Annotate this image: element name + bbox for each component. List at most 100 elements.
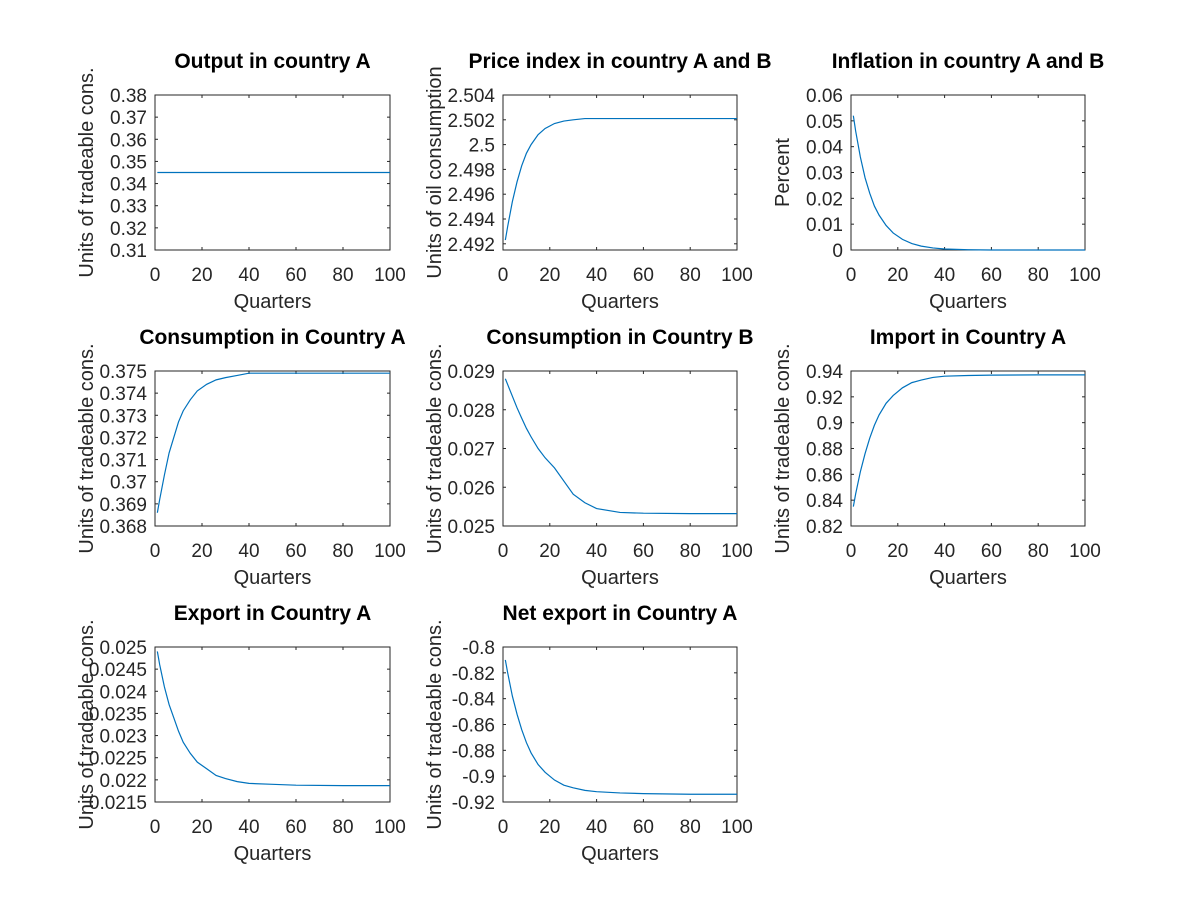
x-tick-label: 0 <box>150 541 161 562</box>
axes-box <box>502 94 738 251</box>
axes-box <box>502 646 738 803</box>
x-tick-label: 80 <box>680 817 701 838</box>
y-tick-label: 0.0245 <box>89 660 147 681</box>
y-tick-label: 0.023 <box>99 727 147 748</box>
y-axis-label: Units of tradeable cons. <box>424 343 446 553</box>
chart-panel-6: Import in Country A 0 20 40 60 80 100 0.82 0.84 0… <box>772 326 1101 589</box>
x-tick-label: 40 <box>586 817 607 838</box>
y-tick-label: -0.9 <box>462 767 495 788</box>
x-axis-label: Quarters <box>234 291 312 313</box>
x-axis-label: Quarters <box>234 843 312 865</box>
y-tick-label: 0.371 <box>99 451 147 472</box>
x-tick-label: 20 <box>539 265 560 286</box>
y-tick-label: 0.31 <box>110 241 147 262</box>
axes-box <box>154 370 391 527</box>
y-tick-label: 0.027 <box>447 440 495 461</box>
x-tick-label: 0 <box>846 265 857 286</box>
y-tick-label: 2.496 <box>447 185 495 206</box>
y-tick-label: 0.0225 <box>89 749 147 770</box>
x-tick-label: 40 <box>934 265 955 286</box>
x-tick-label: 100 <box>374 817 406 838</box>
y-tick-label: -0.88 <box>452 741 495 762</box>
y-tick-label: 0.86 <box>806 465 843 486</box>
panel-title: Output in country A <box>174 50 370 73</box>
y-tick-label: 0.374 <box>99 384 147 405</box>
axes-box <box>850 370 1086 527</box>
y-tick-label: 0.84 <box>806 491 843 512</box>
y-tick-label: -0.92 <box>452 793 495 814</box>
y-tick-label: 0.372 <box>99 428 147 449</box>
y-tick-label: 0.02 <box>806 189 843 210</box>
series-line-1 <box>852 115 1085 251</box>
y-tick-label: 0.9 <box>817 414 843 435</box>
x-tick-label: 20 <box>539 817 560 838</box>
x-tick-label: 20 <box>887 541 908 562</box>
x-tick-label: 100 <box>721 541 753 562</box>
series-line-1 <box>504 378 737 515</box>
x-axis-label: Quarters <box>581 567 659 589</box>
panel-title: Import in Country A <box>870 326 1066 349</box>
x-tick-label: 60 <box>633 541 654 562</box>
chart-panel-7: Export in Country A0 20 40 60 80 1000.02150.0… <box>76 602 406 865</box>
series-line-1 <box>852 374 1085 507</box>
y-tick-label: 0.022 <box>99 771 147 792</box>
x-tick-label: 100 <box>1069 541 1101 562</box>
x-tick-label: 100 <box>721 265 753 286</box>
y-tick-label: 0.373 <box>99 406 147 427</box>
y-tick-label: 0.34 <box>110 175 147 196</box>
y-tick-label: 0.37 <box>110 108 147 129</box>
x-tick-label: 0 <box>150 265 161 286</box>
x-tick-label: 40 <box>238 265 259 286</box>
panel-title: Consumption in Country A <box>139 326 405 349</box>
x-tick-label: 80 <box>1028 541 1049 562</box>
y-tick-label: -0.84 <box>452 690 496 711</box>
y-tick-label: -0.82 <box>452 664 495 685</box>
x-tick-label: 0 <box>498 265 509 286</box>
y-axis-label: Percent <box>772 138 794 207</box>
y-tick-label: 0.028 <box>447 401 495 422</box>
y-tick-label: 0.38 <box>110 86 147 107</box>
y-tick-label: 0.025 <box>99 638 147 659</box>
y-axis-label: Units of tradeable cons. <box>772 343 794 553</box>
x-tick-label: 60 <box>285 541 306 562</box>
panel-title: Export in Country A <box>174 602 372 625</box>
x-tick-label: 80 <box>1028 265 1049 286</box>
x-axis-label: Quarters <box>234 567 312 589</box>
y-tick-label: 0.024 <box>99 682 147 703</box>
series-line-1 <box>156 651 390 787</box>
y-tick-label: 0.32 <box>110 219 147 240</box>
x-tick-label: 60 <box>285 817 306 838</box>
x-tick-label: 20 <box>191 265 212 286</box>
x-tick-label: 80 <box>332 265 353 286</box>
y-tick-label: 2.5 <box>469 136 495 157</box>
y-axis-label: Units of tradeable cons. <box>76 67 98 277</box>
x-tick-label: 60 <box>633 817 654 838</box>
x-tick-label: 40 <box>934 541 955 562</box>
y-tick-label: 0.05 <box>806 112 843 133</box>
y-tick-label: 2.504 <box>447 86 495 107</box>
chart-panel-8: Net export in Country A 0 20 40 60 80 100 -0.92… <box>424 602 753 865</box>
y-tick-label: 0.0215 <box>89 793 147 814</box>
x-tick-label: 0 <box>846 541 857 562</box>
axes-box <box>154 646 391 803</box>
x-tick-label: 80 <box>680 541 701 562</box>
y-tick-label: 0.33 <box>110 197 147 218</box>
y-axis-label: Units of tradeable cons. <box>76 619 98 829</box>
x-axis-label: Quarters <box>929 567 1007 589</box>
y-tick-label: -0.86 <box>452 716 495 737</box>
x-tick-label: 60 <box>285 265 306 286</box>
y-tick-label: 0.369 <box>99 495 147 516</box>
y-tick-label: 0.37 <box>110 473 147 494</box>
x-tick-label: 20 <box>191 817 212 838</box>
x-tick-label: 40 <box>238 817 259 838</box>
x-tick-label: 40 <box>586 541 607 562</box>
chart-panel-5: Consumption in Country B 0 20 40 60 80 100 0.02… <box>424 326 754 589</box>
panel-title: Net export in Country A <box>503 602 738 625</box>
series-line-1 <box>156 372 390 513</box>
series-line-1 <box>504 117 737 241</box>
chart-panel-1: Output in country A0 20 40 60 80 1000.310.320… <box>76 50 406 313</box>
x-axis-label: Quarters <box>581 843 659 865</box>
chart-panel-3: Inflation in country A and B 0 20 40 60 80 100… <box>772 50 1104 313</box>
panel-title: Consumption in Country B <box>486 326 753 349</box>
x-tick-label: 60 <box>633 265 654 286</box>
